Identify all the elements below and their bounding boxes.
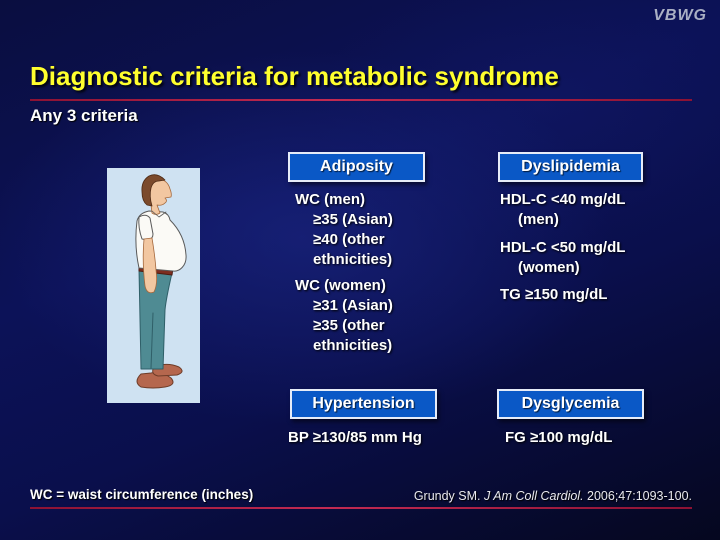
criteria-line: WC (men) <box>295 191 365 208</box>
panel-header-dyslipidemia: Dyslipidemia <box>498 152 643 182</box>
dyslipidemia-criteria: HDL-C <40 mg/dL (men) HDL-C <50 mg/dL (w… <box>500 190 625 305</box>
criteria-line: (women) <box>518 259 580 276</box>
criteria-line: HDL-C <40 mg/dL <box>500 191 626 208</box>
citation-ref: 2006;47:1093-100. <box>587 489 692 503</box>
panel-header-adiposity: Adiposity <box>288 152 425 182</box>
hypertension-criterion: BP ≥130/85 mm Hg <box>288 429 422 446</box>
adiposity-criteria: WC (men) ≥35 (Asian) ≥40 (other ethnicit… <box>295 190 393 356</box>
vbwg-logo: VBWG <box>653 7 707 24</box>
dysglycemia-criterion: FG ≥100 mg/dL <box>505 429 613 446</box>
criteria-line: TG ≥150 mg/dL <box>500 286 608 303</box>
criteria-line: ethnicities) <box>313 251 393 268</box>
page-title: Diagnostic criteria for metabolic syndro… <box>30 61 559 91</box>
criteria-line: ethnicities) <box>313 337 393 354</box>
title-divider <box>30 99 692 101</box>
criteria-line: ≥31 (Asian) <box>313 297 393 314</box>
criteria-line: ≥40 (other <box>313 231 385 248</box>
subtitle: Any 3 criteria <box>30 106 138 125</box>
criteria-line: ≥35 (Asian) <box>313 211 393 228</box>
panel-header-hypertension: Hypertension <box>290 389 437 419</box>
criteria-line: WC (women) <box>295 277 386 294</box>
spacer <box>500 278 625 285</box>
citation: Grundy SM. J Am Coll Cardiol. 2006;47:10… <box>414 489 692 503</box>
criteria-line: ≥35 (other <box>313 317 385 334</box>
spacer <box>500 230 625 238</box>
citation-journal: J Am Coll Cardiol. <box>483 489 588 503</box>
panel-header-dysglycemia: Dysglycemia <box>497 389 644 419</box>
abbreviation-note: WC = waist circumference (inches) <box>30 487 254 502</box>
criteria-line: HDL-C <50 mg/dL <box>500 239 626 256</box>
footer-divider <box>30 507 692 509</box>
citation-authors: Grundy SM. <box>413 489 484 503</box>
criteria-line: (men) <box>518 211 559 228</box>
obese-man-icon <box>107 168 200 403</box>
obese-man-illustration <box>107 168 200 403</box>
